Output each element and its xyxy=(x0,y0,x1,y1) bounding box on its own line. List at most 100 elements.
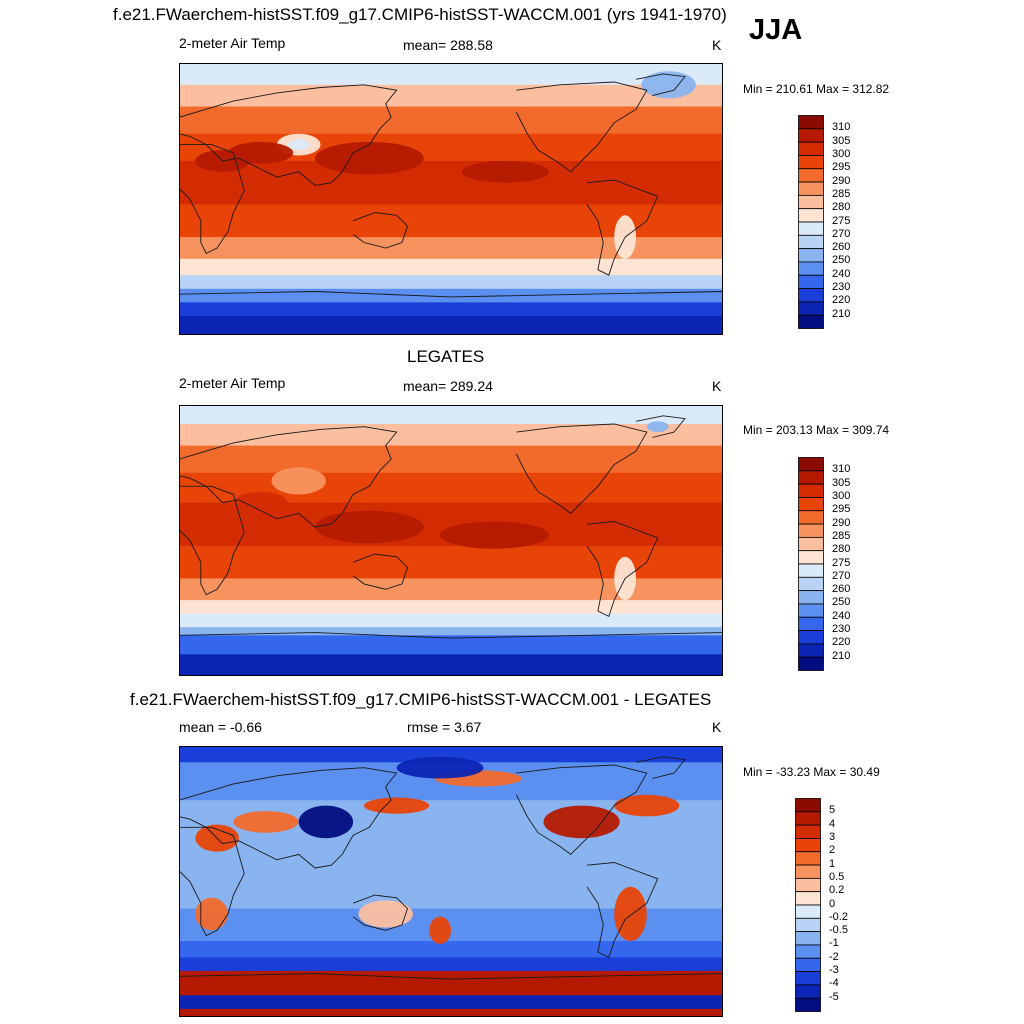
panel-model-minmax: Min = 210.61 Max = 312.82 xyxy=(743,82,890,96)
map-model-region xyxy=(461,160,549,183)
colorbar-obs-tick-label: 280 xyxy=(832,543,851,556)
colorbar-diff-tick-label: 1 xyxy=(829,857,836,870)
map-model-band xyxy=(179,302,723,317)
map-model-coastline xyxy=(179,291,723,298)
colorbar-diff-tick-label: 0.5 xyxy=(829,870,845,883)
colorbar-diff-tick-label: -0.5 xyxy=(829,924,848,937)
map-diff-region xyxy=(396,756,484,779)
map-diff xyxy=(179,746,723,1017)
map-obs-coastline xyxy=(635,415,686,438)
map-model-band xyxy=(179,84,723,108)
colorbar-obs-tick-label: 220 xyxy=(832,636,851,649)
colorbar-obs-tick-label: 295 xyxy=(832,503,851,516)
map-model-coastline xyxy=(179,144,245,255)
map-diff-coastline xyxy=(352,894,409,931)
colorbar-diff-swatch xyxy=(795,864,821,879)
colorbar-obs-swatch xyxy=(798,457,824,472)
map-model-coastline xyxy=(635,73,686,97)
colorbar-diff-swatch xyxy=(795,997,821,1012)
colorbar-model-swatch xyxy=(798,208,824,223)
colorbar-model-swatch xyxy=(798,128,824,143)
colorbar-obs-tick-label: 290 xyxy=(832,516,851,529)
map-obs-coastline xyxy=(586,521,659,618)
colorbar-model-tick-label: 270 xyxy=(832,227,851,240)
map-obs-frame xyxy=(179,405,723,676)
map-obs-region xyxy=(233,491,288,514)
colorbar-model-tick-label: 210 xyxy=(832,307,851,320)
colorbar-model-tick-label: 295 xyxy=(832,161,851,174)
map-model-band xyxy=(179,316,723,335)
colorbar-obs-tick-label: 275 xyxy=(832,556,851,569)
colorbar-diff-tick-label: -1 xyxy=(829,937,839,950)
season-label: JJA xyxy=(749,14,803,46)
map-diff-region xyxy=(543,805,620,839)
colorbar-obs-swatch xyxy=(798,497,824,512)
map-obs-region xyxy=(271,467,326,495)
map-obs-region xyxy=(646,421,669,433)
map-model-band xyxy=(179,288,723,303)
colorbar-model-tick-label: 250 xyxy=(832,254,851,267)
colorbar-obs-tick-label: 300 xyxy=(832,489,851,502)
colorbar-obs-tick-label: 230 xyxy=(832,623,851,636)
map-diff-region xyxy=(614,886,647,942)
colorbar-obs-tick-label: 270 xyxy=(832,569,851,582)
map-obs xyxy=(179,405,723,676)
colorbar-diff-swatch xyxy=(795,877,821,893)
map-model-coastline xyxy=(515,81,648,173)
colorbar-diff-swatch xyxy=(795,931,821,946)
map-model-coastline xyxy=(179,84,398,186)
colorbar-obs-tick-label: 305 xyxy=(832,476,851,489)
colorbar-model-tick-label: 300 xyxy=(832,147,851,160)
colorbar-diff-tick-label: -4 xyxy=(829,977,839,990)
colorbar-diff-swatch xyxy=(795,798,821,813)
colorbar-obs-tick-label: 285 xyxy=(832,529,851,542)
map-model-band xyxy=(179,63,723,86)
colorbar-model-swatch xyxy=(798,314,824,329)
colorbar-model-swatch xyxy=(798,274,824,289)
colorbar-obs xyxy=(798,457,824,671)
colorbar-diff-swatch xyxy=(795,891,821,906)
colorbar-diff-tick-label: 4 xyxy=(829,817,836,830)
colorbar-model xyxy=(798,115,824,329)
colorbar-diff-swatch xyxy=(795,811,821,826)
colorbar-obs-swatch xyxy=(798,510,824,525)
map-model-region xyxy=(287,139,310,150)
map-diff-coastline xyxy=(179,767,398,869)
map-obs-coastline xyxy=(515,423,648,514)
map-obs-band xyxy=(179,445,723,474)
map-model-band xyxy=(179,160,723,205)
colorbar-model-tick-label: 275 xyxy=(832,214,851,227)
colorbar-obs-tick-label: 260 xyxy=(832,583,851,596)
colorbar-model-tick-label: 305 xyxy=(832,134,851,147)
map-obs-band xyxy=(179,545,723,579)
colorbar-model-swatch xyxy=(798,234,824,250)
map-diff-band xyxy=(179,746,723,763)
map-model-band xyxy=(179,237,723,260)
map-model-coastline xyxy=(352,212,409,249)
colorbar-obs-swatch xyxy=(798,656,824,671)
map-obs-band xyxy=(179,424,723,447)
colorbar-diff-tick-label: 0.2 xyxy=(829,884,845,897)
panel-diff-title: f.e21.FWaerchem-histSST.f09_g17.CMIP6-hi… xyxy=(130,690,712,709)
panel-obs-unit: K xyxy=(712,378,722,394)
map-diff-region xyxy=(233,811,299,833)
panel-diff-unit: K xyxy=(712,719,722,735)
colorbar-model-swatch xyxy=(798,141,824,156)
map-obs-band xyxy=(179,654,723,676)
map-obs-region xyxy=(315,510,424,544)
colorbar-obs-swatch xyxy=(798,630,824,645)
map-diff-band xyxy=(179,995,723,1010)
map-obs-band xyxy=(179,635,723,655)
map-model-frame xyxy=(179,63,723,335)
colorbar-model-swatch xyxy=(798,221,824,236)
map-diff-coastline xyxy=(515,764,648,855)
colorbar-model-swatch xyxy=(798,115,824,130)
map-obs-coastline xyxy=(179,426,398,528)
colorbar-obs-swatch xyxy=(798,643,824,658)
colorbar-model-swatch xyxy=(798,261,824,276)
colorbar-obs-swatch xyxy=(798,523,824,538)
colorbar-obs-tick-label: 310 xyxy=(832,463,851,476)
colorbar-obs-swatch xyxy=(798,603,824,618)
colorbar-model-tick-label: 290 xyxy=(832,174,851,187)
map-model-region xyxy=(641,71,696,99)
